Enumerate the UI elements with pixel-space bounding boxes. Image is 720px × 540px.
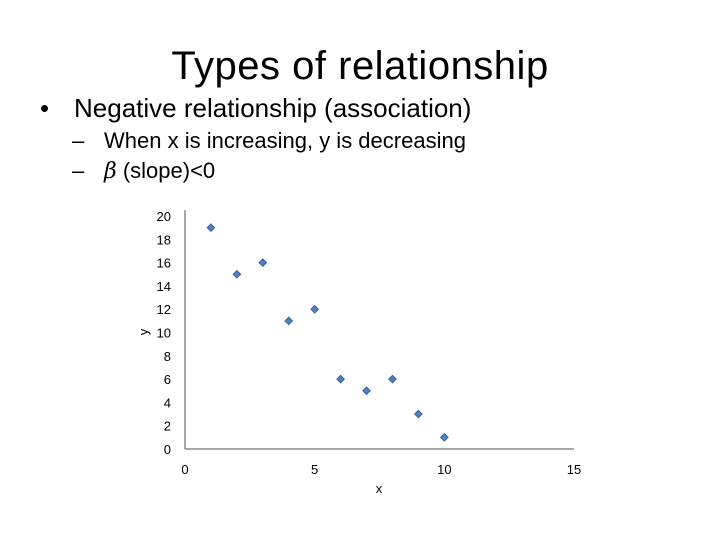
x-tick-label: 0 [181, 462, 188, 477]
y-tick-label: 4 [164, 395, 171, 410]
data-point [284, 316, 294, 326]
y-axis-label: y [136, 328, 151, 335]
data-point [388, 374, 397, 384]
x-axis-label: x [376, 481, 383, 496]
slide-title: Types of relationship [171, 44, 549, 88]
data-point [414, 409, 423, 419]
sub-bullet-marker: – [72, 128, 85, 153]
y-tick-label: 2 [164, 419, 171, 434]
sub-bullet-marker: – [72, 158, 85, 183]
data-points [206, 223, 449, 442]
x-tick-label: 5 [311, 462, 318, 477]
y-tick-label: 18 [157, 232, 171, 247]
data-point [310, 304, 320, 314]
y-tick-labels: 0 2 4 6 8 10 12 14 16 18 20 [157, 209, 171, 457]
data-point [362, 386, 371, 396]
x-tick-label: 10 [437, 462, 451, 477]
y-tick-label: 0 [164, 442, 171, 457]
y-tick-label: 10 [157, 326, 171, 341]
x-tick-label: 15 [567, 462, 581, 477]
data-point [439, 432, 449, 442]
data-point [336, 374, 345, 384]
sub-bullet-text: (slope)<0 [116, 158, 216, 183]
y-tick-label: 6 [164, 372, 171, 387]
y-tick-label: 20 [157, 209, 171, 224]
bullet-text: Negative relationship (association) [74, 93, 472, 123]
data-point [232, 269, 242, 279]
sub-bullet-text: When x is increasing, y is decreasing [104, 128, 466, 153]
data-point [258, 258, 268, 267]
y-tick-label: 16 [157, 256, 171, 271]
sub-bullet-increasing: – When x is increasing, y is decreasing [40, 126, 700, 156]
data-point [206, 223, 216, 233]
y-tick-label: 12 [157, 302, 171, 317]
sub-bullet-slope: – β (slope)<0 [40, 156, 700, 187]
chart-axes [184, 210, 574, 450]
beta-symbol: β [104, 159, 117, 184]
bullet-list: • Negative relationship (association) – … [40, 90, 700, 187]
y-tick-label: 14 [157, 279, 171, 294]
bullet-negative-relationship: • Negative relationship (association) [40, 90, 700, 126]
bullet-marker: • [40, 93, 50, 123]
x-tick-labels: 0 5 10 15 [181, 462, 581, 477]
y-tick-label: 8 [164, 349, 171, 364]
